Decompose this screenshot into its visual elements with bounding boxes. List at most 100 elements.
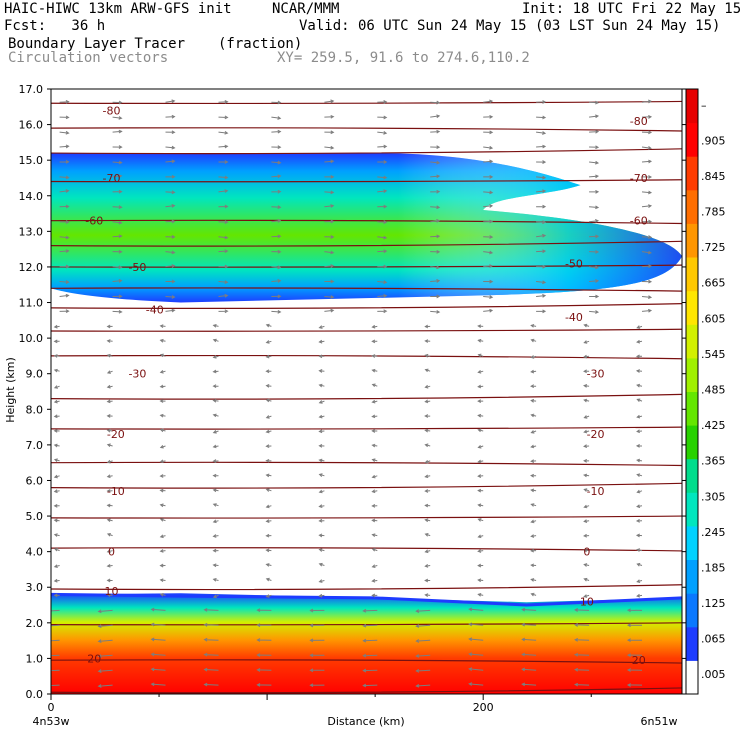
circulation-arrow xyxy=(53,354,60,358)
circulation-arrow xyxy=(106,474,113,479)
y-tick-label: 0.0 xyxy=(26,688,44,701)
isotherm-line xyxy=(51,584,682,591)
circulation-arrow xyxy=(477,353,484,358)
circulation-arrow xyxy=(271,145,282,150)
circulation-arrow xyxy=(309,608,325,613)
y-tick-label: 8.0 xyxy=(26,403,44,416)
circulation-arrow xyxy=(59,175,70,180)
plot-frame xyxy=(50,88,683,695)
circulation-arrow xyxy=(641,235,653,239)
circulation-arrow xyxy=(165,99,176,104)
isotherm-line xyxy=(51,179,682,183)
circulation-arrow xyxy=(318,414,325,419)
circulation-arrow xyxy=(203,667,219,672)
valid-time: Valid: 06 UTC Sun 24 May 15 (03 LST Sun … xyxy=(299,18,721,34)
circulation-arrow xyxy=(324,190,335,195)
circulation-arrow xyxy=(377,293,388,298)
colorbar-swatch xyxy=(686,593,698,628)
circulation-arrow xyxy=(159,503,166,508)
circulation-arrow xyxy=(265,415,272,419)
circulation-arrow xyxy=(324,130,335,135)
circulation-arrow xyxy=(212,413,219,418)
circulation-arrow xyxy=(59,99,70,104)
circulation-arrow xyxy=(424,564,431,568)
circulation-arrow xyxy=(636,458,643,463)
circulation-arrow xyxy=(53,399,60,404)
circulation-arrow xyxy=(218,249,229,254)
circulation-arrow xyxy=(218,293,229,298)
circulation-arrow xyxy=(324,114,335,119)
circulation-arrow xyxy=(265,354,272,359)
circulation-arrow xyxy=(589,310,600,314)
circulation-arrow xyxy=(203,607,219,612)
circulation-arrow xyxy=(165,264,176,268)
circulation-arrow xyxy=(309,623,325,628)
circulation-arrow xyxy=(371,458,378,462)
circulation-arrow xyxy=(159,413,166,418)
circulation-arrow xyxy=(318,562,325,567)
circulation-arrow xyxy=(377,115,388,120)
circulation-arrow xyxy=(530,355,537,359)
circulation-arrow xyxy=(589,174,600,179)
circulation-arrow xyxy=(477,534,484,539)
circulation-arrow xyxy=(256,653,272,657)
isotherm-line xyxy=(51,622,682,626)
circulation-arrow xyxy=(150,607,166,612)
circulation-arrow xyxy=(212,594,219,599)
isotherm-label: -10 xyxy=(587,485,605,498)
circulation-arrow xyxy=(583,415,590,419)
circulation-arrow xyxy=(530,563,537,568)
circulation-arrow xyxy=(271,249,282,254)
circulation-arrow xyxy=(583,340,590,344)
circulation-arrow xyxy=(477,518,484,522)
circulation-arrow xyxy=(218,160,229,164)
circulation-arrow xyxy=(430,310,441,314)
y-tick-label: 6.0 xyxy=(26,474,44,487)
tracer-fill xyxy=(51,153,682,694)
circulation-arrow xyxy=(318,473,325,477)
circulation-arrow xyxy=(424,549,431,554)
isotherm-line xyxy=(51,547,682,552)
circulation-arrow xyxy=(377,264,388,269)
circulation-arrow xyxy=(165,145,176,150)
circulation-arrow xyxy=(641,264,653,269)
circulation-arrow xyxy=(271,205,282,210)
circulation-arrow xyxy=(106,549,113,553)
circulation-arrow xyxy=(150,652,166,657)
circulation-arrow xyxy=(112,220,123,225)
circulation-arrow xyxy=(415,639,431,643)
circulation-arrow xyxy=(530,338,537,343)
circulation-arrow xyxy=(218,264,229,269)
circulation-arrow xyxy=(165,174,176,179)
circulation-arrow xyxy=(150,622,166,627)
circulation-arrow xyxy=(371,339,378,344)
circulation-arrow xyxy=(641,279,653,284)
circulation-arrow xyxy=(112,249,123,254)
colorbar-label: .905 xyxy=(701,134,726,147)
circulation-arrow xyxy=(159,384,166,389)
circulation-arrow xyxy=(59,293,70,298)
colorbar-swatch xyxy=(686,122,698,157)
circulation-arrow xyxy=(362,683,378,688)
circulation-arrow xyxy=(530,473,537,478)
circulation-arrow xyxy=(59,280,70,284)
isotherm-line xyxy=(51,393,682,400)
y-tick-label: 10.0 xyxy=(19,332,44,345)
circulation-arrow xyxy=(165,204,176,208)
circulation-arrow xyxy=(377,175,388,180)
circulation-arrow xyxy=(106,324,113,329)
circulation-arrow xyxy=(430,189,441,194)
circulation-arrow xyxy=(371,518,378,523)
circulation-arrow xyxy=(165,295,176,299)
circulation-arrow xyxy=(150,682,166,687)
circulation-arrow xyxy=(377,235,388,240)
circulation-arrow xyxy=(106,428,113,433)
circulation-arrow xyxy=(468,607,484,612)
circulation-arrow xyxy=(106,563,113,568)
circulation-arrow xyxy=(212,369,219,374)
y-tick-label: 13.0 xyxy=(19,225,44,238)
circulation-arrow xyxy=(536,220,547,225)
circulation-arrow xyxy=(536,131,547,135)
circulation-arrow xyxy=(641,99,653,104)
circulation-arrow xyxy=(371,578,378,583)
